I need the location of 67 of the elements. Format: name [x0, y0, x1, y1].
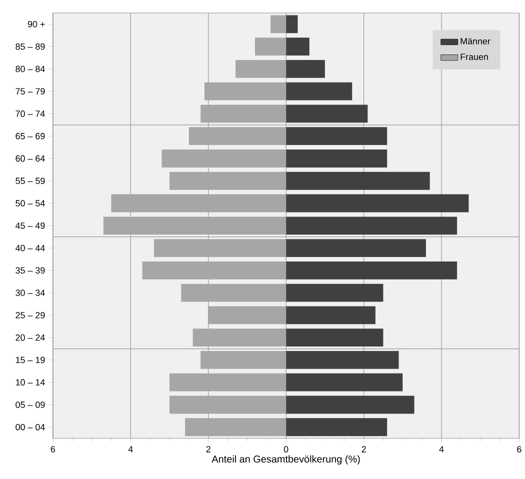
bar	[286, 149, 388, 168]
y-tick-label: 75 – 79	[16, 88, 45, 94]
bar	[188, 127, 286, 145]
y-tick-label: 90 +	[28, 20, 45, 28]
bar	[192, 328, 286, 346]
x-tick-label: 2	[362, 446, 366, 452]
bar	[254, 37, 286, 56]
bar	[286, 350, 399, 369]
bar	[286, 373, 403, 392]
bar	[286, 261, 458, 280]
bar	[286, 418, 388, 436]
bar	[204, 82, 286, 100]
y-tick-label: 20 – 24	[16, 334, 45, 341]
bar	[185, 418, 286, 436]
y-tick-label: 60 – 64	[16, 155, 45, 162]
bar	[169, 396, 286, 414]
bar	[286, 37, 310, 56]
bar	[286, 216, 458, 234]
bar	[286, 104, 368, 123]
bar	[286, 172, 430, 190]
bar	[169, 172, 286, 190]
bar	[286, 396, 414, 414]
y-tick-label: 50 – 54	[16, 200, 45, 206]
y-tick-label: 55 – 59	[16, 178, 45, 184]
x-tick-label: 2	[206, 446, 210, 452]
x-tick-label: 4	[128, 446, 133, 452]
x-tick-label: 6	[50, 446, 56, 452]
y-tick-label: 10 – 14	[16, 379, 45, 386]
bar	[103, 216, 286, 234]
bar	[208, 306, 286, 324]
bar	[286, 238, 426, 257]
x-tick-label: 4	[439, 446, 444, 452]
y-tick-label: 45 – 49	[15, 222, 45, 229]
bar	[286, 82, 352, 100]
bar	[200, 104, 286, 123]
bar	[286, 15, 298, 33]
y-tick-label: 85 – 89	[16, 43, 45, 50]
legend-label: Männer	[460, 38, 490, 44]
bar	[111, 194, 286, 212]
x-tick-label: 6	[517, 446, 522, 452]
bar	[154, 238, 286, 257]
bar	[286, 328, 384, 346]
bar	[162, 149, 286, 168]
y-tick-label: 15 – 19	[16, 356, 45, 364]
y-tick-label: 30 – 34	[16, 290, 45, 296]
y-tick-label: 00 – 04	[16, 424, 45, 430]
y-tick-label: 40 – 44	[15, 244, 45, 252]
x-axis-title: Anteil an Gesamtbevölkerung (%)	[212, 455, 360, 464]
bar	[181, 284, 286, 302]
bar	[286, 127, 388, 145]
y-tick-label: 25 – 29	[16, 312, 45, 318]
y-tick-label: 70 – 74	[16, 110, 45, 117]
bar	[200, 350, 286, 369]
bar	[142, 261, 286, 280]
x-tick-label: 0	[284, 446, 288, 452]
legend-label: Frauen	[460, 54, 488, 60]
y-tick-label: 80 – 84	[16, 66, 45, 72]
bar	[286, 60, 325, 78]
bar	[270, 15, 286, 33]
bar	[286, 194, 469, 212]
bar	[236, 60, 286, 78]
y-tick-label: 35 – 39	[16, 267, 45, 274]
bar	[169, 373, 286, 392]
y-tick-label: 65 – 69	[16, 132, 45, 140]
bar	[286, 284, 384, 302]
bar	[286, 306, 376, 324]
y-tick-label: 05 – 09	[16, 401, 45, 408]
